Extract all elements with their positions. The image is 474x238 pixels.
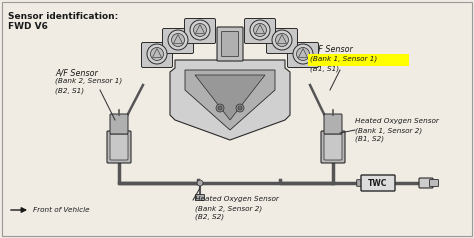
Circle shape [297,48,310,60]
Text: (B2, S2): (B2, S2) [195,214,224,220]
Circle shape [151,48,164,60]
Text: (B1, S2): (B1, S2) [355,136,384,143]
Text: Front of Vehicle: Front of Vehicle [33,207,90,213]
Text: FWD V6: FWD V6 [8,22,48,31]
Circle shape [193,24,207,36]
Text: Sensor identification:: Sensor identification: [8,12,118,21]
FancyBboxPatch shape [142,43,173,68]
Circle shape [172,34,184,46]
Text: (Bank 2, Sensor 1): (Bank 2, Sensor 1) [55,78,122,84]
Text: (Bank 1, Sensor 2): (Bank 1, Sensor 2) [355,127,422,134]
FancyBboxPatch shape [221,31,238,56]
FancyBboxPatch shape [321,131,345,163]
Circle shape [168,30,188,50]
FancyBboxPatch shape [309,54,410,65]
Text: (Bank 2, Sensor 2): (Bank 2, Sensor 2) [195,205,262,212]
FancyBboxPatch shape [429,179,438,187]
Circle shape [147,44,167,64]
FancyBboxPatch shape [163,29,193,54]
FancyBboxPatch shape [288,43,319,68]
FancyBboxPatch shape [107,131,131,163]
FancyBboxPatch shape [217,27,243,61]
FancyBboxPatch shape [357,180,362,186]
Text: TWC: TWC [368,178,388,188]
FancyBboxPatch shape [419,178,433,188]
Polygon shape [185,70,275,130]
FancyBboxPatch shape [195,194,204,200]
FancyBboxPatch shape [110,114,128,134]
FancyBboxPatch shape [184,19,216,44]
FancyBboxPatch shape [110,134,128,160]
Circle shape [272,30,292,50]
Circle shape [238,106,242,110]
Text: A/F Sensor: A/F Sensor [310,45,353,54]
Text: (B2, S1): (B2, S1) [55,87,84,94]
Circle shape [197,180,203,186]
FancyBboxPatch shape [324,114,342,134]
Text: A/F Sensor: A/F Sensor [55,68,98,77]
Circle shape [293,44,313,64]
Polygon shape [195,75,265,120]
Text: (B1, S1): (B1, S1) [310,66,339,73]
Circle shape [218,106,222,110]
Circle shape [254,24,266,36]
Circle shape [250,20,270,40]
FancyBboxPatch shape [324,134,342,160]
Text: Heated Oxygen Sensor: Heated Oxygen Sensor [195,196,279,202]
FancyBboxPatch shape [361,175,395,191]
Circle shape [190,20,210,40]
Text: (Bank 1, Sensor 1): (Bank 1, Sensor 1) [310,55,377,61]
Circle shape [236,104,244,112]
Text: Heated Oxygen Sensor: Heated Oxygen Sensor [355,118,439,124]
Polygon shape [170,60,290,140]
Circle shape [216,104,224,112]
Circle shape [275,34,289,46]
FancyBboxPatch shape [245,19,275,44]
FancyBboxPatch shape [266,29,298,54]
